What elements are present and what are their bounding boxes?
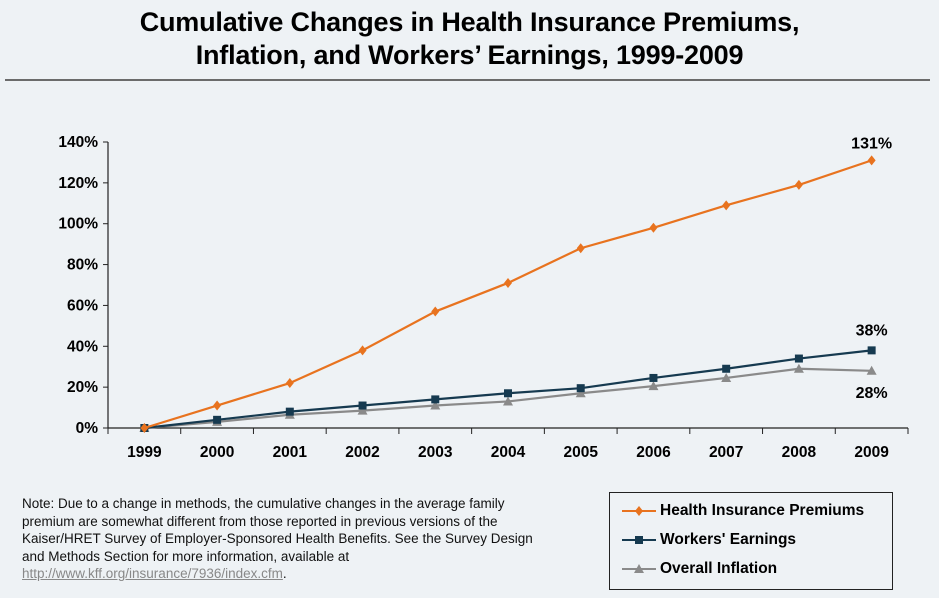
y-tick-label: 80% — [67, 257, 98, 274]
data-point-triangle — [503, 396, 513, 406]
series-line-0 — [144, 159, 872, 430]
x-tick-label: 2000 — [200, 444, 234, 461]
title-divider — [5, 79, 930, 81]
data-point-square — [794, 354, 803, 363]
title-line-2: Inflation, and Workers’ Earnings, 1999-2… — [195, 40, 744, 70]
data-point-diamond — [867, 155, 876, 166]
y-tick-label: 140% — [58, 134, 98, 151]
legend-item-earnings: Workers' Earnings — [622, 530, 796, 550]
data-label: 28% — [856, 385, 888, 402]
triangle-marker-icon — [622, 564, 656, 573]
title-line-1: Cumulative Changes in Health Insurance P… — [139, 7, 800, 37]
y-tick-label: 0% — [76, 420, 99, 437]
note-link[interactable]: http://www.kff.org/insurance/7936/index.… — [22, 566, 283, 581]
x-tick-label: 2009 — [854, 444, 889, 461]
data-point-square — [504, 389, 512, 398]
x-tick-label: 2007 — [709, 444, 743, 461]
y-tick-label: 120% — [58, 175, 98, 192]
x-tick-label: 2008 — [782, 444, 817, 461]
data-point-square — [867, 346, 876, 355]
note-link-suffix: . — [282, 566, 287, 581]
data-label: 131% — [851, 135, 892, 152]
data-point-diamond — [576, 243, 585, 254]
square-marker-icon — [622, 536, 656, 544]
data-point-triangle — [648, 381, 659, 391]
legend-item-inflation: Overall Inflation — [622, 559, 777, 579]
legend-label: Health Insurance Premiums — [660, 502, 865, 519]
x-tick-label: 2005 — [563, 444, 598, 461]
line-chart: 0% 20% 40% 60% 80% 100% 120% 140% 1999 2000 2001 20… — [58, 134, 909, 461]
data-point-square — [722, 364, 731, 373]
data-point-square — [285, 407, 294, 416]
data-point-square — [576, 384, 585, 393]
data-point-triangle — [430, 400, 441, 410]
diamond-marker-icon — [622, 506, 656, 516]
data-point-diamond — [285, 378, 294, 389]
x-tick-label: 2001 — [273, 444, 308, 461]
legend-item-premiums: Health Insurance Premiums — [622, 501, 864, 521]
data-point-triangle — [721, 372, 732, 382]
y-tick-label: 40% — [67, 338, 98, 355]
data-point-triangle — [866, 365, 877, 375]
data-point-diamond — [358, 345, 367, 356]
data-point-square — [431, 395, 440, 404]
data-label: 38% — [856, 322, 888, 339]
data-point-triangle — [357, 405, 368, 415]
data-point-triangle — [793, 363, 804, 373]
x-tick-label: 2002 — [345, 444, 379, 461]
data-point-diamond — [794, 179, 803, 190]
data-point-diamond — [722, 200, 731, 211]
data-point-square — [358, 401, 367, 410]
legend-label: Overall Inflation — [660, 560, 778, 577]
data-point-diamond — [649, 222, 658, 233]
y-tick-label: 100% — [58, 216, 98, 233]
data-point-square — [649, 373, 658, 382]
y-tick-label: 20% — [67, 379, 98, 396]
chart-title: Cumulative Changes in Health Insurance P… — [0, 6, 939, 72]
data-point-diamond — [504, 277, 512, 288]
data-point-triangle — [575, 388, 586, 398]
legend: Health Insurance Premiums Workers' Earni… — [609, 492, 893, 590]
data-point-square — [213, 415, 222, 424]
series-line-1 — [144, 349, 872, 430]
data-point-diamond — [431, 306, 440, 317]
x-tick-label: 1999 — [127, 444, 162, 461]
x-tick-label: 2003 — [418, 444, 453, 461]
footnote: Note: Due to a change in methods, the cu… — [22, 495, 542, 583]
data-point-diamond — [213, 400, 222, 411]
x-tick-label: 2004 — [491, 444, 526, 461]
legend-label: Workers' Earnings — [660, 531, 797, 548]
note-text: Note: Due to a change in methods, the cu… — [22, 496, 533, 564]
x-tick-label: 2006 — [636, 444, 671, 461]
data-point-diamond — [140, 423, 149, 433]
y-tick-label: 60% — [67, 297, 98, 314]
